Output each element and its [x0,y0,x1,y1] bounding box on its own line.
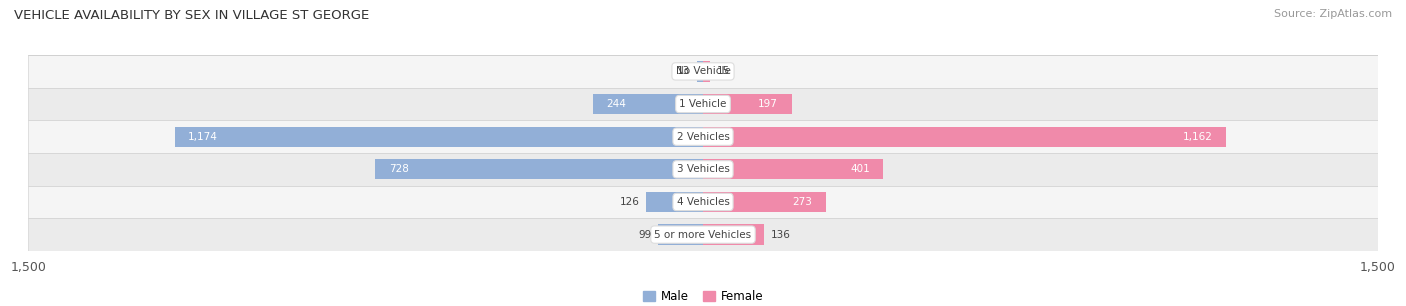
Bar [697,61,703,81]
Bar [28,120,1378,153]
Bar [703,192,825,212]
Text: 4 Vehicles: 4 Vehicles [676,197,730,207]
Text: 1,174: 1,174 [188,132,218,142]
Bar [28,88,1378,120]
Text: 15: 15 [717,66,730,76]
Text: VEHICLE AVAILABILITY BY SEX IN VILLAGE ST GEORGE: VEHICLE AVAILABILITY BY SEX IN VILLAGE S… [14,9,370,22]
Text: 13: 13 [678,66,690,76]
Text: 136: 136 [770,230,790,240]
Bar [703,159,883,179]
Text: No Vehicle: No Vehicle [675,66,731,76]
Text: 99: 99 [638,230,652,240]
Text: 273: 273 [793,197,813,207]
Text: 1 Vehicle: 1 Vehicle [679,99,727,109]
Text: 126: 126 [620,197,640,207]
Bar [703,127,1226,147]
Bar [703,94,792,114]
Text: 2 Vehicles: 2 Vehicles [676,132,730,142]
Text: 197: 197 [758,99,778,109]
Bar [28,55,1378,88]
Bar [703,225,765,245]
Text: 5 or more Vehicles: 5 or more Vehicles [654,230,752,240]
Bar [375,159,703,179]
Bar [174,127,703,147]
Bar [593,94,703,114]
Bar [28,218,1378,251]
Bar [28,186,1378,218]
Bar [28,153,1378,186]
Text: 244: 244 [607,99,627,109]
Text: 401: 401 [851,164,870,174]
Bar [658,225,703,245]
Text: 1,162: 1,162 [1182,132,1212,142]
Text: Source: ZipAtlas.com: Source: ZipAtlas.com [1274,9,1392,19]
Bar [703,61,710,81]
Text: 3 Vehicles: 3 Vehicles [676,164,730,174]
Bar [647,192,703,212]
Text: 728: 728 [389,164,409,174]
Legend: Male, Female: Male, Female [638,285,768,306]
